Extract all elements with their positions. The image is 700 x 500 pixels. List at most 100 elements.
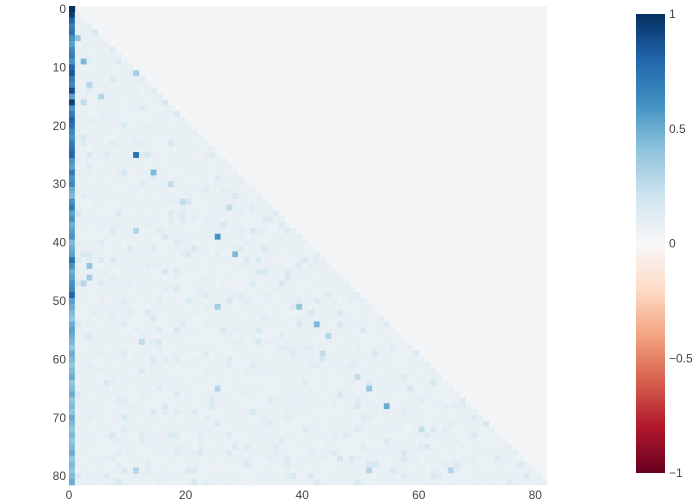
heatmap-cell	[389, 397, 396, 404]
heatmap-cell	[255, 268, 262, 276]
heatmap-cell	[208, 280, 216, 287]
heatmap-cell	[138, 204, 146, 211]
heatmap-cell	[185, 449, 192, 457]
heatmap-cell	[418, 455, 425, 462]
heatmap-cell	[156, 292, 163, 299]
heatmap-cell	[302, 362, 309, 369]
heatmap-cell	[494, 479, 501, 486]
heatmap-cell	[162, 356, 169, 363]
heatmap-cell	[98, 461, 105, 468]
heatmap-cell	[243, 210, 251, 217]
heatmap-cell	[412, 356, 420, 363]
heatmap-cell	[249, 280, 256, 287]
heatmap-cell	[168, 233, 175, 240]
heatmap-cell	[249, 274, 256, 281]
heatmap-cell	[284, 338, 291, 346]
heatmap-cell	[168, 245, 175, 252]
heatmap-cell	[255, 403, 262, 410]
heatmap-cell	[383, 420, 390, 427]
heatmap-cell	[412, 368, 420, 375]
heatmap-cell	[121, 385, 128, 392]
heatmap-cell	[162, 187, 169, 194]
heatmap-cell	[342, 298, 350, 305]
heatmap-cell	[278, 403, 285, 410]
heatmap-cell	[377, 391, 385, 398]
heatmap-cell	[255, 391, 262, 398]
heatmap-cell	[144, 344, 151, 351]
heatmap-cell	[267, 268, 274, 276]
heatmap-cell	[296, 350, 303, 357]
heatmap-cell	[92, 204, 99, 211]
heatmap-cell	[296, 327, 303, 334]
heatmap-cell	[296, 321, 303, 328]
heatmap-cell	[115, 187, 122, 194]
heatmap-cell	[69, 368, 76, 375]
heatmap-cell	[127, 146, 134, 153]
heatmap-cell	[168, 175, 175, 182]
heatmap-cell	[348, 479, 355, 486]
heatmap-cell	[92, 169, 99, 176]
heatmap-cell	[238, 227, 245, 235]
heatmap-cell	[208, 298, 216, 305]
heatmap-cell	[331, 350, 338, 357]
heatmap-cell	[74, 227, 81, 235]
heatmap-cell	[342, 444, 350, 451]
heatmap-cell	[348, 444, 355, 451]
heatmap-cell	[395, 461, 402, 468]
heatmap-cell	[331, 444, 338, 451]
heatmap-cell	[98, 303, 105, 311]
heatmap-cell	[133, 391, 140, 398]
heatmap-cell	[255, 479, 262, 486]
heatmap-cell	[494, 432, 501, 439]
heatmap-cell	[121, 356, 128, 363]
heatmap-cell	[92, 35, 99, 42]
heatmap-cell	[226, 397, 233, 404]
heatmap-cell	[383, 321, 390, 328]
heatmap-cell	[308, 455, 315, 462]
heatmap-cell	[109, 274, 116, 281]
heatmap-cell	[278, 222, 285, 229]
heatmap-cell	[296, 479, 303, 486]
heatmap-cell	[168, 216, 175, 223]
heatmap-cell	[115, 327, 122, 334]
heatmap-cell	[103, 344, 111, 351]
heatmap-cell	[232, 379, 239, 386]
heatmap-cell	[284, 391, 291, 398]
heatmap-cell	[243, 192, 251, 200]
heatmap-cell	[69, 298, 76, 305]
heatmap-cell	[80, 198, 87, 205]
heatmap-cell	[80, 362, 87, 369]
heatmap-cell	[208, 315, 216, 322]
heatmap-cell	[436, 374, 443, 381]
heatmap-cell	[348, 356, 355, 363]
heatmap-cell	[436, 420, 443, 427]
heatmap-cell	[290, 298, 297, 305]
heatmap-cell	[86, 239, 93, 246]
heatmap-cell	[261, 327, 268, 334]
heatmap-cell	[226, 245, 233, 252]
heatmap-cell	[115, 87, 122, 94]
heatmap-cell	[103, 257, 111, 264]
heatmap-cell	[214, 338, 221, 346]
heatmap-cell	[249, 263, 256, 270]
heatmap-cell	[319, 274, 326, 281]
heatmap-cell	[494, 473, 501, 480]
heatmap-cell	[133, 122, 140, 129]
heatmap-cell	[203, 204, 210, 211]
heatmap-cell	[220, 163, 227, 170]
heatmap-cell	[150, 449, 157, 457]
heatmap-cell	[389, 385, 396, 392]
heatmap-cell	[150, 210, 157, 217]
heatmap-cell	[144, 111, 151, 118]
x-tick-label: 0	[66, 488, 73, 500]
heatmap-cell	[278, 227, 285, 235]
heatmap-cell	[255, 303, 262, 311]
heatmap-cell	[162, 111, 169, 118]
heatmap-cell	[389, 327, 396, 334]
heatmap-cell	[208, 461, 216, 468]
heatmap-cell	[296, 268, 303, 276]
heatmap-cell	[319, 286, 326, 293]
heatmap-cell	[214, 362, 221, 369]
heatmap-cell	[290, 333, 297, 340]
heatmap-cell	[255, 444, 262, 451]
